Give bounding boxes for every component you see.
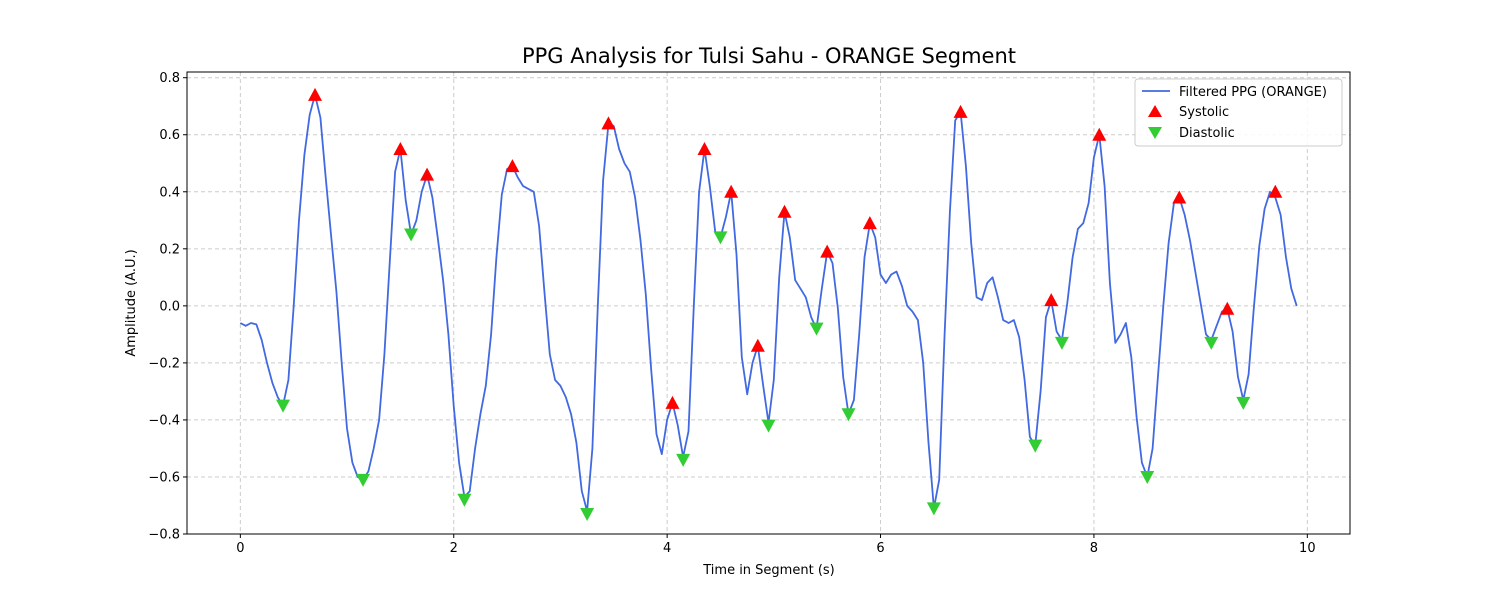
x-axis-label: Time in Segment (s) — [702, 563, 834, 578]
diastolic-point — [926, 502, 941, 516]
systolic-point — [724, 184, 739, 198]
systolic-point — [601, 116, 616, 130]
systolic-point — [697, 142, 712, 155]
diastolic-point — [1054, 336, 1069, 350]
y-axis-ticks: −0.8 −0.6 −0.4 −0.2 0.0 0.2 0.4 0.6 0.8 — [148, 71, 187, 543]
diastolic-point — [276, 399, 291, 413]
chart-title: PPG Analysis for Tulsi Sahu - ORANGE Seg… — [522, 44, 1016, 68]
systolic-point — [1172, 190, 1187, 204]
x-tick-label: 8 — [1090, 541, 1098, 556]
y-tick-label: −0.4 — [148, 413, 180, 428]
plot-area-frame — [186, 71, 1351, 535]
x-axis-ticks: 0 2 4 6 8 10 — [236, 534, 1316, 556]
marker-layer — [276, 87, 1283, 522]
y-tick-label: 0.4 — [159, 185, 180, 200]
legend-label-filtered-ppg: Filtered PPG (ORANGE) — [1179, 85, 1327, 100]
systolic-point — [1044, 293, 1059, 307]
diastolic-point — [356, 473, 371, 487]
y-tick-label: 0.2 — [159, 242, 180, 257]
legend: Filtered PPG (ORANGE) Systolic Diastolic — [1134, 78, 1343, 147]
diastolic-point — [809, 322, 824, 336]
legend-swatch-systolic — [1148, 105, 1162, 117]
diastolic-point — [676, 453, 691, 467]
diastolic-point — [761, 419, 776, 433]
x-tick-label: 0 — [236, 541, 244, 556]
systolic-point — [665, 395, 680, 409]
systolic-point — [393, 142, 408, 155]
legend-swatch-diastolic — [1148, 127, 1162, 139]
y-tick-label: 0.0 — [159, 299, 180, 314]
systolic-point — [820, 244, 835, 258]
systolic-point — [308, 87, 323, 101]
diastolic-point — [580, 508, 595, 522]
systolic-point — [1220, 301, 1235, 315]
diastolic-point — [404, 228, 419, 242]
x-tick-label: 6 — [876, 541, 884, 556]
systolic-point — [1268, 184, 1283, 198]
systolic-point — [420, 167, 435, 181]
diastolic-point — [1028, 439, 1043, 453]
systolic-point — [505, 159, 520, 173]
diastolic-point — [841, 408, 856, 422]
systolic-point — [777, 204, 792, 218]
y-axis-label: Amplitude (A.U.) — [124, 249, 139, 356]
diastolic-point — [1236, 396, 1251, 410]
x-tick-label: 4 — [663, 541, 671, 556]
diastolic-point — [1140, 470, 1155, 484]
y-tick-label: 0.8 — [159, 71, 180, 86]
x-tick-label: 10 — [1299, 541, 1316, 556]
legend-label-systolic: Systolic — [1179, 105, 1229, 120]
diastolic-point — [1204, 336, 1219, 350]
systolic-point — [1092, 127, 1107, 141]
systolic-point — [750, 338, 765, 352]
grid — [187, 72, 1350, 535]
y-tick-label: −0.2 — [148, 356, 180, 371]
x-tick-label: 2 — [450, 541, 458, 556]
legend-label-diastolic: Diastolic — [1179, 126, 1235, 141]
y-tick-label: −0.6 — [148, 470, 180, 485]
legend-box — [1134, 78, 1343, 147]
diastolic-point — [457, 493, 472, 507]
y-tick-label: −0.8 — [148, 528, 180, 543]
diastolic-point — [713, 231, 728, 245]
systolic-point — [953, 104, 968, 118]
y-tick-label: 0.6 — [159, 128, 180, 143]
systolic-point — [862, 216, 877, 230]
